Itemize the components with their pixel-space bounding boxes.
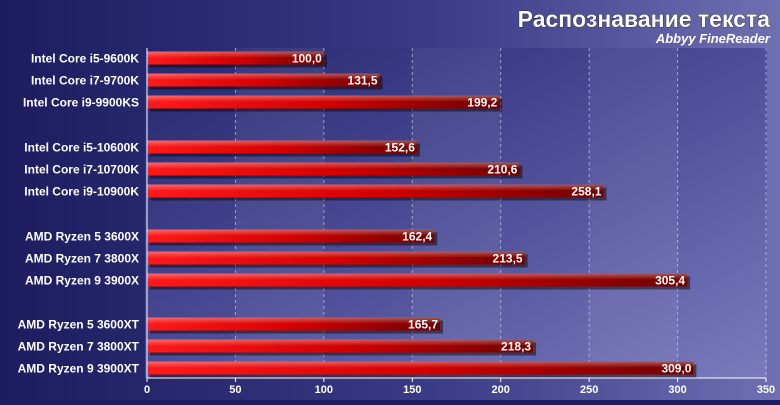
x-tick-label: 0 — [144, 384, 150, 396]
x-tick-label: 350 — [757, 384, 775, 396]
x-tick-labels: 0 50 100 150 200 250 300 350 — [144, 48, 775, 396]
bar-value-label: 165,7 — [408, 318, 438, 332]
category-label: Intel Core i7-10700K — [24, 163, 139, 177]
category-label: AMD Ryzen 5 3600X — [25, 230, 139, 244]
x-tick-label: 200 — [492, 384, 510, 396]
bar-value-label: 309,0 — [661, 362, 691, 376]
category-label: Intel Core i5-9600K — [31, 52, 139, 66]
bar-value-label: 218,3 — [501, 340, 531, 354]
bar-value-label: 131,5 — [348, 74, 378, 88]
bar-value-label: 258,1 — [571, 185, 601, 199]
bar-highlight — [147, 162, 520, 169]
category-label: AMD Ryzen 9 3900XT — [18, 362, 140, 376]
bar-highlight — [147, 339, 534, 346]
x-tick-label: 300 — [668, 384, 686, 396]
bar-value-label: 213,5 — [493, 252, 523, 266]
bar-highlight — [147, 361, 694, 368]
bar-highlight — [147, 140, 417, 147]
x-tick-label: 100 — [315, 384, 333, 396]
bar-value-label: 152,6 — [385, 141, 415, 155]
category-labels: Intel Core i5-9600K Intel Core i7-9700K In… — [18, 52, 140, 376]
bar-highlight — [147, 51, 324, 58]
bar-highlight — [147, 184, 604, 191]
bar-highlight — [147, 95, 500, 102]
x-tick-label: 250 — [580, 384, 598, 396]
bar-value-label: 210,6 — [487, 163, 517, 177]
bar-value-label: 162,4 — [402, 230, 432, 244]
bar-value-label: 199,2 — [467, 96, 497, 110]
chart-subtitle: Abbyy FineReader — [655, 31, 771, 46]
category-label: AMD Ryzen 9 3900X — [25, 274, 139, 288]
bars: 100,0 131,5 199,2 152,6 210,6 258,1 162,4 213,5… — [147, 51, 697, 378]
category-label: Intel Core i5-10600K — [24, 141, 139, 155]
category-label: AMD Ryzen 7 3800X — [25, 252, 139, 266]
x-tick-label: 50 — [229, 384, 241, 396]
bar-value-label: 305,4 — [655, 274, 685, 288]
category-label: AMD Ryzen 5 3600XT — [18, 318, 140, 332]
chart-title: Распознавание текста — [518, 6, 771, 32]
category-label: Intel Core i9-10900K — [24, 185, 139, 199]
bar-value-label: 100,0 — [292, 52, 322, 66]
bar-highlight — [147, 251, 525, 258]
category-label: Intel Core i7-9700K — [31, 74, 139, 88]
bar-highlight — [147, 73, 380, 80]
grid-band — [589, 48, 678, 378]
bar-highlight — [147, 317, 441, 324]
category-label: AMD Ryzen 7 3800XT — [18, 340, 140, 354]
bar-highlight — [147, 273, 688, 280]
x-tick-label: 150 — [403, 384, 421, 396]
bar-highlight — [147, 229, 435, 236]
category-label: Intel Core i9-9900KS — [23, 96, 139, 110]
